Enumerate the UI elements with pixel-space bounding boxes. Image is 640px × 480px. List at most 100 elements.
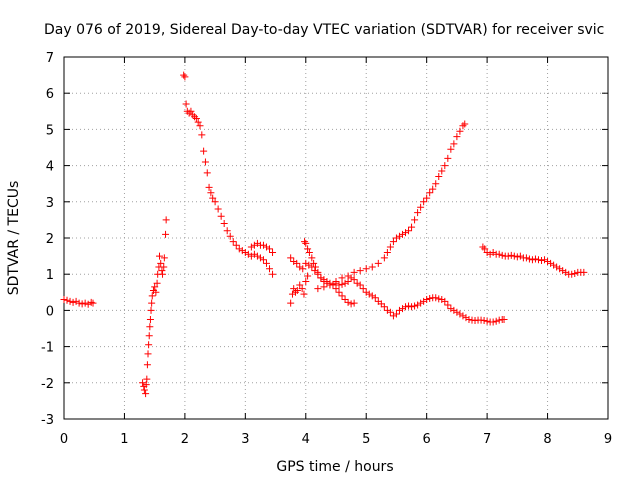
data-point-late_band <box>507 251 515 259</box>
data-point-dip_to_zero <box>302 239 310 247</box>
data-point-low_wave <box>359 285 367 293</box>
data-point-big_arc <box>232 241 240 249</box>
data-point-rise_1 <box>140 386 148 394</box>
data-point-big_arc <box>182 100 190 108</box>
data-point-low_wave <box>495 316 503 324</box>
data-point-late_band <box>495 250 503 258</box>
data-point-rise_to_5 <box>444 154 452 162</box>
data-point-rise_to_5 <box>461 120 469 128</box>
y-tick-label: 0 <box>46 304 54 319</box>
data-point-cluster_4 <box>290 258 298 266</box>
data-point-big_arc <box>269 270 277 278</box>
data-point-late_band <box>516 252 524 260</box>
data-point-late_band <box>562 268 570 276</box>
data-point-late_band <box>541 256 549 264</box>
data-point-late_band <box>479 243 487 251</box>
data-point-big_arc <box>211 198 219 206</box>
y-axis-label: SDTVAR / TECUs <box>6 181 22 296</box>
data-point-big_arc <box>189 111 197 119</box>
data-point-low_wave <box>368 292 376 300</box>
data-point-hump_3 <box>250 241 258 249</box>
data-point-rise_to_5 <box>453 133 461 141</box>
data-point-early_low <box>63 296 71 304</box>
data-point-dip_to_zero <box>305 248 313 256</box>
data-point-rise_1 <box>143 375 151 383</box>
data-point-rise_to_5 <box>386 243 394 251</box>
data-point-dip_to_zero <box>310 259 318 267</box>
data-point-low_wave <box>453 308 461 316</box>
data-point-dip_to_zero <box>308 254 316 262</box>
data-point-big_arc <box>220 220 228 228</box>
data-point-dip_to_zero <box>332 285 340 293</box>
data-point-low_wave <box>435 295 443 303</box>
data-point-rise_1 <box>142 390 150 398</box>
data-point-late_band <box>580 268 588 276</box>
x-axis-label: GPS time / hours <box>276 459 393 475</box>
data-point-big_arc <box>198 131 206 139</box>
y-tick-label: 2 <box>46 232 54 247</box>
data-point-low_wave <box>417 299 425 307</box>
data-point-rise_to_5 <box>459 122 467 130</box>
data-point-rise_to_5 <box>432 180 440 188</box>
data-point-low_wave <box>441 297 449 305</box>
axis-ticks: 0 1 2 3 4 5 6 7 8 9 -3 -2 -1 0 1 2 3 4 5 6 7 <box>41 51 612 447</box>
data-point-big_arc <box>187 107 195 115</box>
data-point-rise_to_5 <box>320 283 328 291</box>
data-point-dip_to_zero <box>314 268 322 276</box>
data-point-low_wave <box>432 294 440 302</box>
data-point-rise_to_5 <box>314 285 322 293</box>
data-point-low_wave <box>353 279 361 287</box>
data-point-rise_1 <box>159 270 167 278</box>
data-point-rise_1 <box>162 230 170 238</box>
x-tick-label: 7 <box>483 432 491 447</box>
data-point-dip_to_zero <box>304 245 312 253</box>
x-tick-label: 6 <box>423 432 431 447</box>
data-point-rise_to_5 <box>411 216 419 224</box>
data-point-low_wave <box>483 317 491 325</box>
y-tick-label: 5 <box>46 123 54 138</box>
data-point-cluster_4 <box>311 267 319 275</box>
data-point-big_arc <box>253 252 261 260</box>
data-point-dip_to_zero <box>311 263 319 271</box>
data-point-low_wave <box>389 312 397 320</box>
data-point-dip_to_zero <box>320 276 328 284</box>
data-point-big_arc <box>209 194 217 202</box>
grid <box>64 57 608 419</box>
data-point-late_band <box>568 270 576 278</box>
data-point-rise_to_5 <box>362 265 370 273</box>
data-point-early_low <box>60 296 68 304</box>
data-point-late_band <box>550 261 558 269</box>
data-point-big_arc <box>201 158 209 166</box>
data-point-rise_to_5 <box>350 268 358 276</box>
x-tick-label: 9 <box>604 432 612 447</box>
data-point-dip_to_zero <box>323 277 331 285</box>
data-point-late_band <box>528 256 536 264</box>
data-point-rise_1 <box>148 292 156 300</box>
data-point-cluster_4 <box>299 265 307 273</box>
data-point-early_low <box>84 300 92 308</box>
data-point-late_band <box>481 245 489 253</box>
data-point-low_wave <box>383 306 391 314</box>
data-point-cluster_4 <box>287 254 295 262</box>
data-point-rise_to_5 <box>392 234 400 242</box>
x-tick-label: 5 <box>362 432 370 447</box>
data-point-rise_to_5 <box>380 254 388 262</box>
data-point-rise_to_5 <box>426 189 434 197</box>
data-point-late_band <box>544 258 552 266</box>
data-point-big_arc <box>226 232 234 240</box>
data-point-big_arc <box>235 245 243 253</box>
data-point-low_wave <box>450 306 458 314</box>
data-point-rise_1 <box>143 361 151 369</box>
data-point-hump_3 <box>259 241 267 249</box>
data-point-rise_1 <box>146 315 154 323</box>
data-point-cluster_4 <box>288 290 296 298</box>
data-point-rise_to_5 <box>326 281 334 289</box>
data-point-late_band <box>489 248 497 256</box>
data-point-rise_to_5 <box>368 263 376 271</box>
data-point-big_arc <box>185 109 193 117</box>
data-point-big_arc <box>217 212 225 220</box>
data-point-early_low <box>72 297 80 305</box>
data-point-cluster_4 <box>304 272 312 280</box>
data-point-rise_1 <box>151 283 159 291</box>
